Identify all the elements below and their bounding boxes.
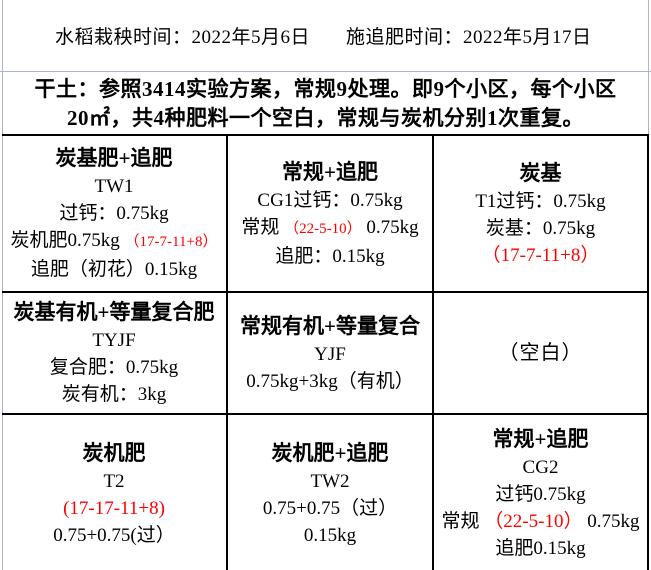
detail-line: CG1过钙：0.75kg: [257, 189, 403, 211]
plot-cell-cg1[interactable]: 常规+追肥 CG1过钙：0.75kg 常规 （22-5-10） 0.75kg 追…: [228, 136, 434, 293]
blank-label: （空白）: [498, 341, 583, 364]
treatment-title: 炭机肥+追肥: [271, 440, 389, 465]
detail-line: 追肥0.15kg: [495, 538, 586, 559]
plot-cell-yjf[interactable]: 常规有机+等量复合 YJF 0.75kg+3kg（有机）: [228, 293, 434, 415]
detail-text: 炭机肥0.75kg: [10, 230, 120, 251]
npk-ratio-red: （17-7-11+8）: [481, 244, 600, 266]
npk-ratio-red: (17-17-11+8): [63, 497, 165, 519]
detail-line: 0.15kg: [303, 524, 357, 546]
detail-line: 0.75+0.75（过）: [262, 497, 398, 519]
detail-line: 复合肥：0.75kg: [49, 357, 179, 378]
detail-line: 炭有机：3kg: [61, 384, 167, 405]
treatment-code: CG2: [522, 457, 559, 478]
plot-cell-tw2[interactable]: 炭机肥+追肥 TW2 0.75+0.75（过） 0.15kg: [228, 415, 434, 570]
left-gridline: [2, 0, 3, 570]
detail-line: 追肥：0.15kg: [275, 245, 385, 267]
treatment-code: TW2: [310, 470, 350, 492]
detail-text: 常规: [241, 216, 280, 238]
scheme-note: 干土：参照3414实验方案，常规9处理。即9个小区，每个小区 20㎡，共4种肥料…: [0, 73, 651, 134]
scheme-note-line1: 干土：参照3414实验方案，常规9处理。即9个小区，每个小区: [34, 76, 617, 101]
plot-cell-blank[interactable]: （空白）: [434, 293, 649, 415]
detail-text: 0.75kg: [366, 216, 419, 238]
treatment-title: 常规有机+等量复合: [240, 313, 420, 338]
detail-line: 0.75+0.75(过）: [53, 524, 175, 546]
detail-line: 0.75kg+3kg（有机）: [246, 370, 414, 392]
right-gridline: [648, 0, 649, 134]
treatment-title: 炭基肥+追肥: [55, 146, 173, 170]
detail-line: 常规 （22-5-10） 0.75kg: [442, 508, 640, 535]
plot-cell-tyjf[interactable]: 炭基有机+等量复合肥 TYJF 复合肥：0.75kg 炭有机：3kg: [2, 293, 228, 415]
detail-line: 常规 （22-5-10） 0.75kg: [241, 214, 418, 243]
detail-text: 常规: [441, 511, 480, 532]
topdressing-time-text: 施追肥时间：2022年5月17日: [346, 27, 592, 48]
treatment-title: 炭基有机+等量复合肥: [13, 300, 215, 324]
plot-cell-tw1[interactable]: 炭基肥+追肥 TW1 过钙：0.75kg 炭机肥0.75kg （17-7-11+…: [2, 136, 228, 293]
detail-line: 炭机肥0.75kg （17-7-11+8）: [11, 227, 218, 256]
npk-ratio-red: （17-7-11+8）: [124, 234, 218, 250]
treatment-title: 常规+追肥: [282, 159, 378, 184]
treatment-code: T2: [103, 470, 125, 492]
plot-cell-cg2[interactable]: 常规+追肥 CG2 过钙0.75kg 常规 （22-5-10） 0.75kg 追…: [434, 415, 649, 570]
npk-ratio-red: （22-5-10）: [484, 511, 583, 532]
dates-row: 水稻栽秧时间：2022年5月6日 施追肥时间：2022年5月17日: [0, 0, 651, 72]
treatment-code: TW1: [94, 176, 134, 197]
detail-line: 过钙：0.75kg: [59, 203, 169, 224]
planting-time-text: 水稻栽秧时间：2022年5月6日: [55, 27, 311, 48]
detail-line: T1过钙：0.75kg: [475, 190, 606, 212]
treatment-title: 炭基: [519, 160, 562, 185]
treatment-code: YJF: [314, 343, 346, 365]
treatment-title: 常规+追肥: [492, 427, 589, 451]
detail-text: 0.75kg: [587, 511, 640, 532]
detail-line: 追肥（初花）0.15kg: [30, 259, 198, 280]
plot-cell-t1[interactable]: 炭基 T1过钙：0.75kg 炭基：0.75kg （17-7-11+8）: [434, 136, 649, 293]
plot-cell-t2[interactable]: 炭机肥 T2 (17-17-11+8) 0.75+0.75(过）: [2, 415, 228, 570]
detail-line: 炭基：0.75kg: [485, 217, 596, 239]
treatment-code: TYJF: [92, 330, 136, 351]
scheme-note-line2: 20㎡，共4种肥料一个空白，常规与炭机分别1次重复。: [67, 105, 584, 130]
npk-ratio-red: （22-5-10）: [284, 220, 362, 237]
treatment-title: 炭机肥: [82, 440, 146, 465]
plot-grid: 炭基肥+追肥 TW1 过钙：0.75kg 炭机肥0.75kg （17-7-11+…: [2, 134, 649, 570]
detail-line: 过钙0.75kg: [495, 484, 586, 505]
